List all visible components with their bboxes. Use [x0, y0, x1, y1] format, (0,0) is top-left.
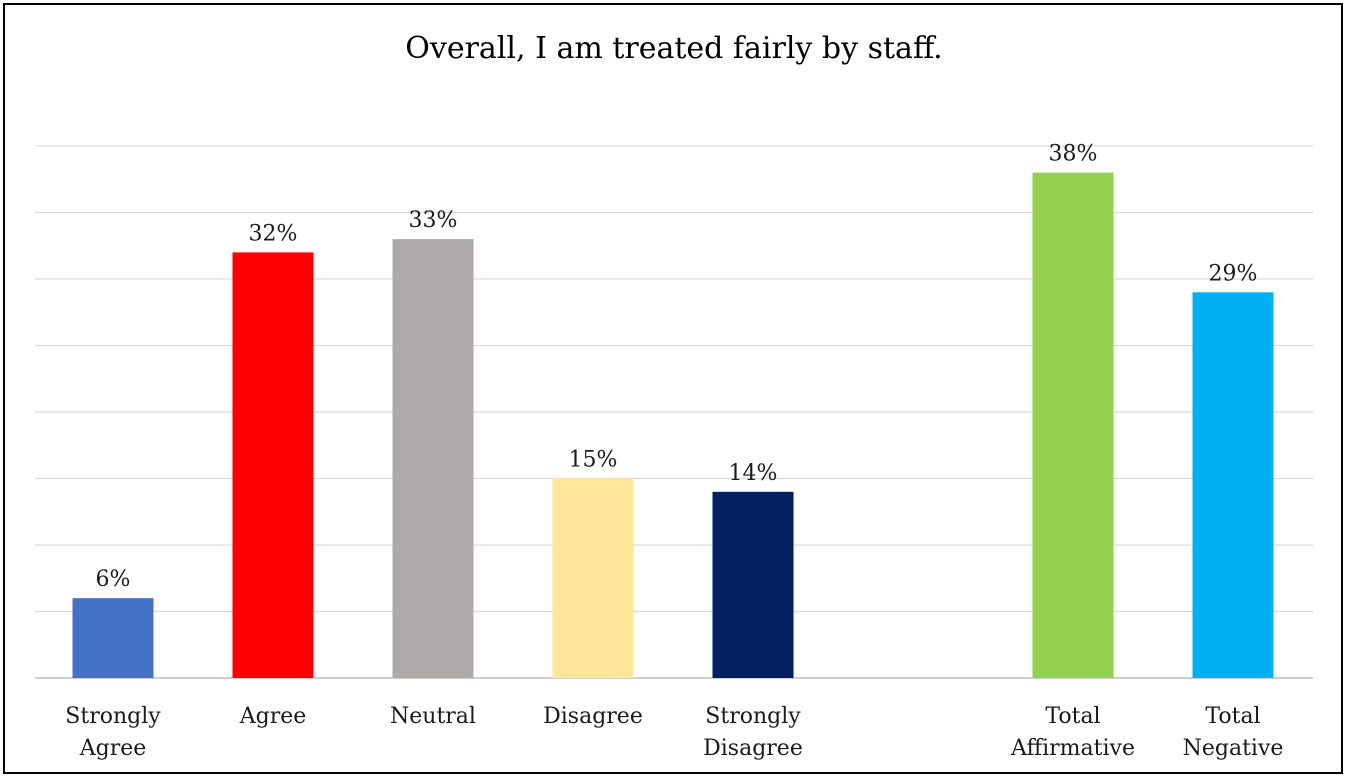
data-label: 33% — [409, 208, 458, 233]
bar — [712, 491, 794, 678]
category-label: Total — [1045, 704, 1100, 729]
data-labels: 6% 32% 33% 15% 14% 38% 29% — [96, 142, 1258, 593]
data-label: 29% — [1209, 261, 1258, 286]
bar — [392, 239, 474, 678]
category-label: Negative — [1183, 736, 1284, 761]
category-label: Disagree — [703, 736, 803, 761]
bar — [552, 478, 634, 678]
category-label: Affirmative — [1010, 736, 1135, 761]
data-label: 32% — [249, 221, 298, 246]
category-label: Agree — [239, 704, 307, 729]
chart-frame — [3, 3, 1343, 774]
bar — [232, 252, 314, 678]
category-label: Disagree — [543, 704, 643, 729]
bar — [1192, 292, 1274, 678]
bar — [72, 598, 154, 678]
data-label: 6% — [96, 567, 131, 592]
chart-title: Overall, I am treated fairly by staff. — [405, 31, 942, 66]
data-label: 38% — [1049, 142, 1098, 167]
category-label: Strongly — [705, 704, 801, 729]
category-label: Total — [1205, 704, 1260, 729]
gridlines — [35, 145, 1313, 679]
category-label: Strongly — [65, 704, 161, 729]
category-label: Neutral — [390, 704, 476, 729]
category-label: Agree — [79, 736, 147, 761]
data-label: 14% — [729, 461, 778, 486]
bar — [1032, 172, 1114, 678]
category-labels: Strongly Agree Agree Neutral Disagree Strongl… — [65, 704, 1283, 761]
bars — [72, 172, 1274, 678]
data-label: 15% — [569, 448, 618, 473]
